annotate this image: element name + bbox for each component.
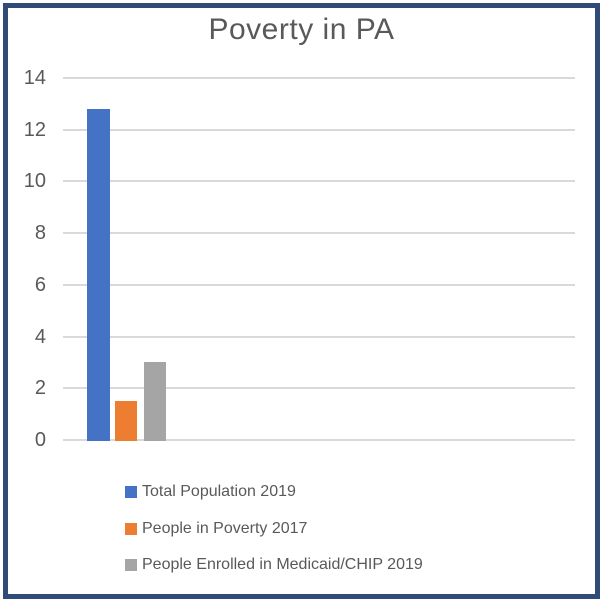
gridline-y-12 — [63, 128, 575, 131]
legend-item-people-enrolled-in-medicaid-chip-2019[interactable]: People Enrolled in Medicaid/CHIP 2019 — [125, 556, 423, 574]
y-axis-tick-label-6: 6 — [34, 273, 46, 296]
y-axis-tick-label-4: 4 — [34, 325, 46, 348]
legend-label: Total Population 2019 — [142, 483, 296, 500]
gridline-y-8 — [63, 232, 575, 235]
gridline-y-2 — [63, 387, 575, 390]
legend-label: People Enrolled in Medicaid/CHIP 2019 — [142, 556, 423, 573]
legend-item-total-population-2019[interactable]: Total Population 2019 — [125, 483, 296, 501]
bar-people-in-poverty-2017[interactable] — [115, 401, 137, 441]
y-axis-tick-label-2: 2 — [34, 377, 46, 400]
gridline-y-4 — [63, 335, 575, 338]
gridline-y-0 — [63, 439, 575, 441]
y-axis-tick-label-14: 14 — [23, 67, 46, 89]
legend-swatch-icon — [125, 559, 137, 571]
bar-people-enrolled-in-medicaid-chip-2019[interactable] — [144, 362, 166, 441]
gridline-y-10 — [63, 180, 575, 183]
chart-title: Poverty in PA — [208, 13, 395, 46]
y-axis-tick-label-12: 12 — [23, 118, 46, 141]
legend-label: People in Poverty 2017 — [142, 519, 308, 537]
legend-item-people-in-poverty-2017[interactable]: People in Poverty 2017 — [125, 520, 307, 538]
y-axis-tick-label-8: 8 — [34, 222, 46, 245]
gridline-y-6 — [63, 283, 575, 286]
bar-total-population-2019[interactable] — [87, 109, 110, 441]
legend-swatch-icon — [125, 486, 137, 498]
y-axis-tick-label-10: 10 — [23, 170, 46, 193]
legend-swatch-icon — [125, 522, 137, 535]
gridline-y-14 — [63, 77, 575, 79]
y-axis-tick-label-0: 0 — [34, 429, 46, 451]
